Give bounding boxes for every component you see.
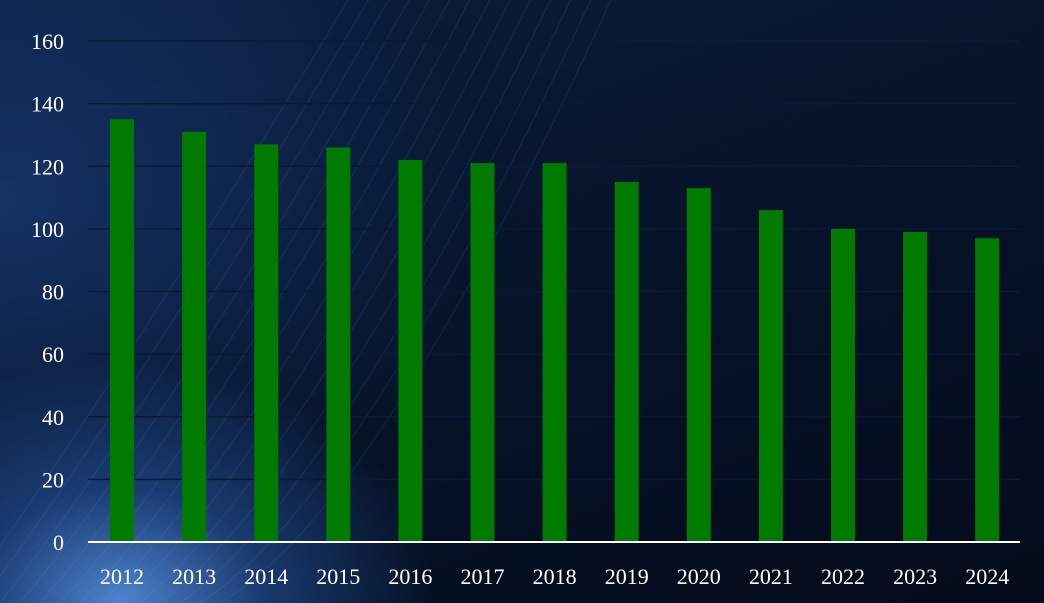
bar-2021	[758, 210, 783, 542]
background-streaks	[0, 0, 612, 603]
bar-2012	[110, 119, 134, 542]
bar-2016	[398, 159, 423, 543]
x-tick-label: 2014	[244, 564, 288, 589]
y-tick-labels: 0 20 40 60 80 100 120 140 160	[31, 29, 64, 555]
bar-2022	[831, 228, 855, 542]
x-tick-label: 2020	[677, 564, 721, 589]
x-tick-label: 2017	[461, 564, 505, 589]
bar-2019	[614, 181, 639, 542]
bar-2015	[326, 147, 351, 542]
y-tick-label: 0	[53, 530, 64, 555]
bar-2024	[975, 238, 1000, 543]
bar-2018	[542, 163, 567, 542]
x-tick-label: 2023	[893, 564, 937, 589]
y-tick-label: 80	[42, 280, 64, 305]
y-tick-label: 100	[31, 217, 64, 242]
bar-2014	[254, 144, 279, 543]
bar-2017	[470, 163, 495, 542]
x-tick-label: 2022	[821, 564, 865, 589]
x-tick-label: 2012	[100, 564, 144, 589]
x-tick-label: 2015	[316, 564, 360, 589]
x-tick-label: 2016	[388, 564, 432, 589]
y-tick-label: 60	[42, 342, 64, 367]
y-tick-label: 160	[31, 29, 64, 54]
y-tick-label: 120	[31, 154, 64, 179]
bar-2023	[903, 232, 928, 542]
bars	[110, 119, 1000, 543]
x-tick-label: 2021	[749, 564, 793, 589]
x-tick-labels: 2012 2013 2014 2015 2016 2017 2018 2019 2020 2021…	[100, 564, 1009, 589]
x-tick-label: 2018	[533, 564, 577, 589]
y-tick-label: 40	[42, 405, 64, 430]
y-tick-label: 140	[31, 92, 64, 117]
y-tick-label: 20	[42, 467, 64, 492]
bar-2013	[182, 131, 207, 542]
x-tick-label: 2013	[172, 564, 216, 589]
x-tick-label: 2019	[605, 564, 649, 589]
bar-2020	[686, 188, 711, 542]
x-tick-label: 2024	[965, 564, 1009, 589]
